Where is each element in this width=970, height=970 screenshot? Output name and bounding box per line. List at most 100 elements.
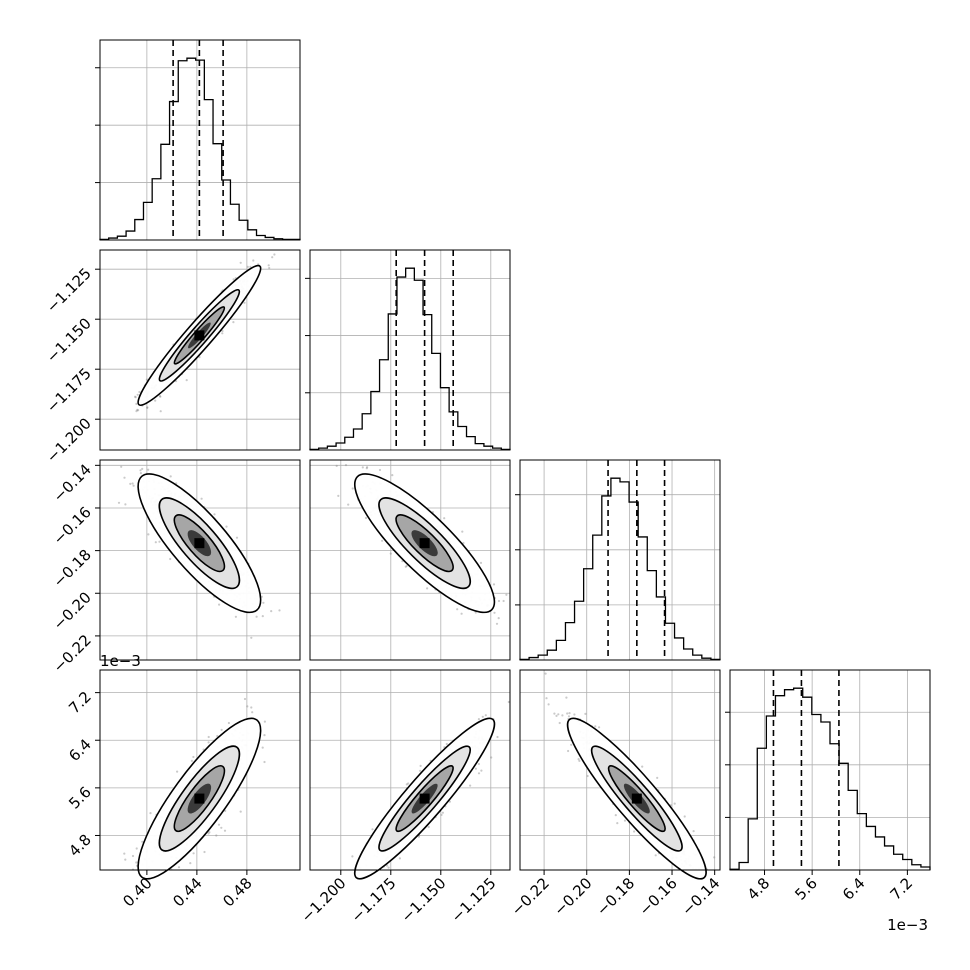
panel-frame — [309, 249, 511, 451]
sample-point — [517, 694, 519, 696]
histogram-panel-2 — [515, 459, 721, 661]
sample-point — [135, 861, 138, 864]
sample-point — [154, 541, 157, 544]
sample-point — [368, 878, 370, 880]
sample-point — [129, 482, 132, 485]
histogram-series-3 — [729, 687, 931, 870]
sample-point — [123, 476, 126, 479]
sample-point — [497, 617, 500, 620]
sample-point — [120, 465, 123, 468]
sample-point — [263, 720, 266, 723]
histogram-series-2 — [519, 477, 721, 661]
sample-point — [361, 466, 364, 469]
histogram-series-1 — [309, 267, 511, 451]
sample-point — [270, 610, 273, 613]
sample-point — [124, 503, 127, 506]
sample-point — [348, 893, 350, 895]
sample-point — [460, 612, 463, 615]
sample-point — [561, 714, 564, 717]
sample-point — [134, 396, 137, 399]
sample-point — [586, 774, 589, 778]
sample-point — [215, 834, 218, 837]
sample-point — [371, 828, 374, 831]
sample-point — [351, 855, 354, 858]
sample-point — [360, 882, 362, 884]
sample-point — [417, 835, 420, 838]
sample-point — [246, 265, 249, 268]
sample-point — [385, 864, 389, 867]
sample-point — [255, 615, 258, 618]
sample-point — [565, 696, 568, 699]
sample-point — [217, 823, 221, 826]
sample-point — [633, 830, 636, 833]
scatter-panel-0-1 — [99, 249, 301, 451]
sample-point — [461, 530, 464, 533]
sample-point — [273, 253, 276, 256]
sample-point — [136, 393, 139, 396]
sample-point — [139, 906, 141, 908]
sample-point — [131, 854, 135, 858]
sample-point — [405, 564, 408, 568]
density-peak — [419, 538, 430, 549]
sample-point — [527, 597, 529, 599]
sample-point — [158, 540, 161, 543]
sample-point — [146, 406, 149, 409]
sample-point — [239, 261, 242, 264]
sample-point — [553, 712, 556, 715]
sample-point — [469, 784, 472, 787]
sample-point — [145, 378, 148, 381]
sample-point — [154, 399, 157, 402]
sample-point — [321, 925, 323, 927]
sample-point — [480, 769, 483, 772]
sample-point — [147, 533, 150, 536]
sample-point — [250, 636, 253, 639]
sample-point — [261, 746, 264, 749]
sample-point — [131, 482, 134, 485]
sample-point — [149, 812, 152, 815]
density-peak — [194, 793, 205, 804]
sample-point — [169, 475, 172, 478]
sample-point — [117, 501, 121, 504]
sample-point — [349, 901, 351, 903]
sample-point — [490, 756, 493, 759]
density-peak — [194, 538, 205, 549]
sample-point — [507, 700, 510, 704]
sample-point — [335, 464, 338, 467]
sample-point — [271, 256, 274, 259]
sample-point — [246, 705, 249, 708]
sample-point — [441, 811, 444, 814]
sample-point — [344, 464, 348, 467]
sample-point — [189, 862, 192, 865]
sample-point — [223, 829, 227, 832]
sample-point — [166, 879, 168, 881]
sample-point — [477, 772, 481, 775]
sample-point — [263, 734, 266, 737]
panel-frame — [309, 459, 511, 661]
sample-point — [378, 468, 382, 472]
panel-frame — [99, 459, 301, 661]
histogram-panel-1 — [305, 249, 511, 451]
sample-point — [347, 503, 350, 506]
sample-point — [387, 866, 390, 869]
sample-point — [689, 877, 691, 879]
sample-point — [220, 826, 223, 829]
sample-point — [577, 758, 580, 761]
sample-point — [207, 741, 210, 744]
sample-point — [221, 329, 224, 333]
sample-point — [419, 769, 422, 772]
sample-point — [252, 259, 255, 262]
histogram-series-0 — [99, 57, 301, 241]
sample-point — [477, 762, 480, 766]
sample-point — [235, 536, 239, 539]
sample-point — [398, 857, 401, 860]
sample-point — [135, 410, 138, 413]
sample-point — [123, 852, 126, 855]
sample-point — [578, 759, 581, 763]
sample-point — [216, 734, 219, 738]
sample-point — [176, 770, 179, 773]
sample-point — [683, 815, 686, 818]
sample-point — [137, 906, 139, 908]
sample-point — [584, 712, 587, 716]
sample-point — [477, 718, 480, 721]
sample-point — [159, 410, 162, 413]
